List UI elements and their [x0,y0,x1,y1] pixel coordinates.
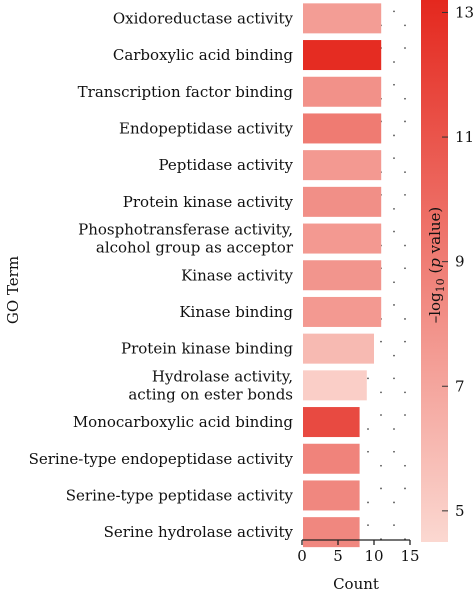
bar [303,260,382,291]
category-label: Carboxylic acid binding [113,46,294,64]
x-tick-label: 0 [297,547,307,565]
grid-dot [404,193,406,196]
bar [303,113,382,144]
grid-dot [404,487,406,490]
category-label: Transcription factor binding [78,83,294,101]
category-label: Serine-type peptidase activity [66,486,294,504]
y-axis-title: GO Term [4,256,22,324]
category-label: Peptidase activity [158,156,293,174]
grid-dot [367,428,369,430]
x-axis-title: Count [333,575,379,593]
grid-dot [404,120,406,123]
bar [303,76,382,107]
grid-dot [380,487,382,490]
x-tick-label: 15 [400,547,419,565]
grid-dot [393,61,395,63]
bar [303,480,360,511]
category-label: Serine-type endopeptidase activity [29,450,294,468]
bar [303,443,360,474]
bar [303,517,360,548]
bar [303,407,360,438]
grid-dot [404,171,406,174]
grid-dot [404,24,406,27]
grid-dot [404,244,406,247]
grid-dot [367,501,369,504]
category-label: Oxidoreductase activity [113,9,294,27]
category-label: Serine hydrolase activity [104,523,294,541]
grid-dot [367,450,369,453]
bar [303,223,382,254]
grid-dot [404,391,406,394]
bar [303,186,382,217]
x-axis-ticks-group: 0 5 10 15 [297,540,420,565]
colorbar-tick-label: 9 [455,253,465,271]
category-label: Hydrolase activity, acting on ester bonds [128,367,293,403]
grid-dot [404,340,406,343]
grid-dot [393,134,395,137]
grid-dot [393,230,395,233]
category-label: Protein kinase activity [123,193,294,211]
category-label: Monocarboxylic acid binding [73,413,294,431]
grid-dot [404,97,406,100]
category-label: Phosphotransferase activity, alcohol grou… [78,221,294,257]
grid-dot [404,267,406,270]
colorbar-ticks-group: 5 7 9 11 13 [442,3,474,520]
grid-dot [367,524,369,527]
grid-dot [393,501,395,504]
colorbar [421,0,448,542]
category-labels-group: Oxidoreductase activity Carboxylic acid b… [29,9,294,541]
grid-dot [393,10,395,13]
grid-dot [393,304,395,306]
grid-dot [393,450,395,453]
grid-dot [393,524,395,527]
bars-group [303,3,382,548]
grid-dot [404,464,406,467]
colorbar-tick-label: 5 [455,502,465,520]
bar [303,296,382,327]
bar [303,40,382,71]
x-tick-label: 5 [333,547,343,565]
category-label: Kinase binding [179,303,293,321]
grid-dot [380,414,382,416]
colorbar-title: –log10 (p value) [426,207,447,324]
grid-dot [393,157,395,160]
grid-dot [380,340,382,343]
x-tick-label: 10 [364,547,383,565]
colorbar-tick-label: 11 [455,128,474,146]
bar [303,3,382,34]
grid-dot [404,318,406,320]
grid-dot [367,377,369,380]
colorbar-tick-label: 13 [455,3,474,21]
bar [303,333,374,364]
category-label: Endopeptidase activity [119,119,294,137]
grid-dot [393,377,395,380]
grid-dot [393,428,395,430]
grid-dot [380,464,382,467]
bar [303,150,382,181]
colorbar-tick-label: 7 [455,377,465,395]
grid-dot [393,207,395,210]
category-label: Protein kinase binding [121,340,293,358]
category-label: Kinase activity [181,266,293,284]
grid-dot [380,391,382,394]
grid-dot [393,354,395,357]
grid-dot [393,281,395,284]
grid-dot [393,83,395,86]
bar [303,370,367,401]
grid-dot [404,47,406,49]
grid-dot [404,414,406,416]
